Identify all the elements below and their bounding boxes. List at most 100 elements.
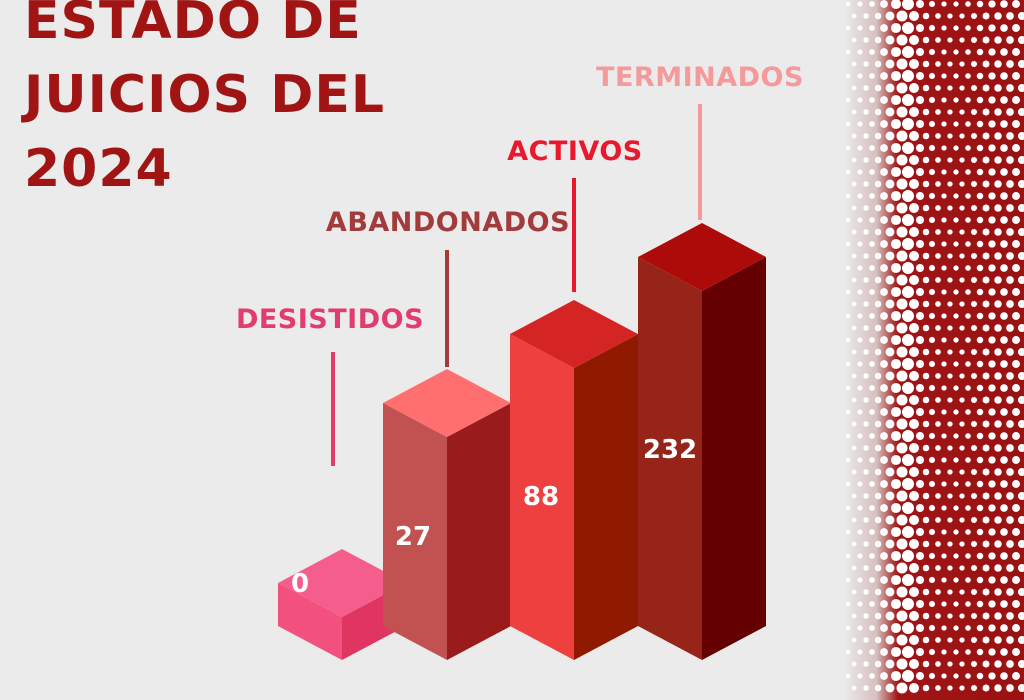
halftone-dot: [896, 322, 908, 334]
halftone-dot: [947, 205, 953, 211]
halftone-dot: [928, 264, 936, 272]
halftone-dot: [970, 324, 978, 332]
halftone-dot: [896, 130, 908, 142]
halftone-dot: [880, 264, 888, 272]
halftone-dot: [845, 49, 851, 55]
halftone-dot: [976, 360, 984, 368]
halftone-dot: [928, 240, 936, 248]
halftone-dot: [1006, 180, 1014, 188]
value-label: 232: [643, 435, 697, 465]
halftone-dot: [1017, 83, 1024, 93]
halftone-dot: [959, 685, 965, 691]
halftone-dot: [885, 683, 895, 693]
halftone-dot: [902, 286, 914, 298]
bar-abandonados: 27 ABANDONADOS: [326, 207, 570, 660]
halftone-dot: [922, 108, 930, 116]
halftone-dot: [880, 528, 888, 536]
halftone-dot: [994, 204, 1002, 212]
halftone-dot: [1012, 600, 1020, 608]
halftone-dot: [965, 193, 971, 199]
halftone-dot: [915, 647, 925, 657]
halftone-dot: [994, 156, 1002, 164]
halftone-dot: [988, 432, 996, 440]
halftone-dot: [1017, 539, 1024, 549]
halftone-dot: [1000, 96, 1008, 104]
halftone-dot: [922, 444, 930, 452]
halftone-dot: [953, 577, 959, 583]
halftone-dot: [953, 673, 959, 679]
halftone-dot: [922, 420, 930, 428]
halftone-dot: [922, 156, 930, 164]
halftone-dot: [890, 526, 902, 538]
halftone-dot: [869, 145, 875, 151]
halftone-dot: [845, 217, 851, 223]
halftone-dot: [1006, 156, 1014, 164]
halftone-dot: [988, 192, 996, 200]
halftone-dot: [896, 106, 908, 118]
halftone-dot: [890, 622, 902, 634]
halftone-dot: [988, 360, 996, 368]
halftone-dot: [902, 430, 914, 442]
halftone-dot: [953, 169, 959, 175]
halftone-dot: [890, 46, 902, 58]
halftone-dot: [947, 157, 953, 163]
halftone-dot: [1000, 192, 1008, 200]
halftone-dot: [915, 359, 925, 369]
halftone-dot: [947, 85, 953, 91]
halftone-dot: [880, 672, 888, 680]
halftone-dot: [863, 565, 869, 571]
halftone-dot: [922, 228, 930, 236]
halftone-dot: [880, 480, 888, 488]
halftone-dot: [1006, 276, 1014, 284]
halftone-dot: [1006, 636, 1014, 644]
halftone-dot: [890, 550, 902, 562]
bar-side-face: [447, 403, 511, 660]
halftone-dot: [947, 109, 953, 115]
halftone-dot: [941, 25, 947, 31]
halftone-dot: [935, 157, 941, 163]
bar-front-face: [510, 334, 574, 660]
halftone-dot: [880, 288, 888, 296]
halftone-dot: [922, 252, 930, 260]
halftone-dot: [1006, 60, 1014, 68]
halftone-dot: [1000, 216, 1008, 224]
halftone-dot: [874, 324, 882, 332]
halftone-dot: [1017, 227, 1024, 237]
halftone-dot: [1000, 504, 1008, 512]
halftone-dot: [994, 564, 1002, 572]
halftone-dot: [845, 577, 851, 583]
halftone-dot: [863, 181, 869, 187]
halftone-dot: [976, 312, 984, 320]
halftone-dot: [857, 241, 863, 247]
halftone-dot: [935, 613, 941, 619]
halftone-dot: [851, 373, 857, 379]
halftone-dot: [880, 648, 888, 656]
halftone-dot: [976, 72, 984, 80]
halftone-dot: [935, 181, 941, 187]
halftone-dot: [947, 325, 953, 331]
halftone-dot: [928, 504, 936, 512]
halftone-dot: [857, 601, 863, 607]
halftone-dot: [965, 337, 971, 343]
halftone-dot: [970, 396, 978, 404]
halftone-dot: [902, 622, 914, 634]
halftone-dot: [941, 409, 947, 415]
halftone-dot: [1017, 467, 1024, 477]
halftone-dot: [953, 217, 959, 223]
halftone-dot: [959, 37, 965, 43]
halftone-dot: [915, 143, 925, 153]
halftone-dot: [896, 658, 908, 670]
halftone-dot: [908, 586, 920, 598]
halftone-dot: [970, 12, 978, 20]
halftone-dot: [885, 131, 895, 141]
halftone-dot: [965, 529, 971, 535]
halftone-dot: [908, 178, 920, 190]
halftone-dot: [953, 529, 959, 535]
halftone-dot: [915, 575, 925, 585]
halftone-dot: [885, 395, 895, 405]
halftone-dot: [994, 60, 1002, 68]
halftone-dot: [922, 588, 930, 596]
halftone-dot: [976, 0, 984, 8]
halftone-dot: [947, 13, 953, 19]
halftone-dot: [1000, 624, 1008, 632]
